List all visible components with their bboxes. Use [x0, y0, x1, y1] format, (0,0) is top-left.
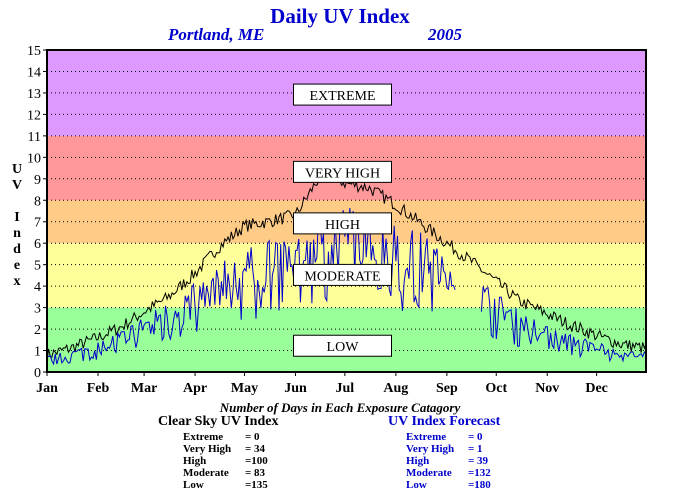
chart-year: 2005 — [428, 25, 462, 44]
y-tick-label: 8 — [34, 194, 41, 209]
y-tick-label: 0 — [34, 366, 41, 381]
clear-sky-stats-title: Clear Sky UV Index — [158, 414, 279, 429]
y-tick-label: 13 — [27, 87, 41, 102]
x-tick-label: Feb — [87, 381, 110, 396]
band-label-box — [293, 212, 392, 235]
stats-row: High = 39 — [406, 455, 489, 467]
forecast-line — [480, 286, 647, 363]
stats-row: Extreme = 0 — [406, 431, 483, 443]
y-tick-label: 15 — [27, 44, 41, 59]
chart-location: Portland, ME — [168, 25, 265, 44]
stats-row: Moderate =132 — [406, 467, 491, 479]
band-label-box — [293, 263, 392, 286]
clear-sky-stats: Clear Sky UV Index Extreme = 0 Very High =… — [158, 414, 278, 491]
plot-frame — [46, 49, 647, 373]
forecast-stats-title: UV Index Forecast — [388, 414, 501, 429]
forecast-stats: UV Index Forecast Extreme = 0 Very High = … — [388, 414, 500, 491]
band-label-box — [293, 160, 392, 183]
x-tick-label: Sep — [436, 381, 458, 396]
y-tick-label: 12 — [27, 108, 41, 123]
y-tick-label: 2 — [34, 323, 41, 338]
y-tick-label: 4 — [34, 280, 41, 295]
stats-row: Very High = 1 — [406, 443, 483, 455]
exposure-caption: Number of Days in Each Exposure Catagory — [219, 400, 461, 415]
x-tick-label: Jun — [284, 381, 307, 396]
y-tick-label: 1 — [34, 345, 41, 360]
stats-row: Moderate = 83 — [183, 467, 266, 479]
y-tick-label: 11 — [28, 130, 41, 145]
x-tick-label: Aug — [383, 381, 408, 396]
y-tick-label: 6 — [34, 237, 41, 252]
stats-row: Low =135 — [183, 479, 268, 491]
stats-row: Extreme = 0 — [183, 431, 260, 443]
y-tick-label: 14 — [27, 65, 41, 80]
x-tick-label: Jul — [336, 381, 355, 396]
x-tick-label: Apr — [183, 381, 207, 396]
stats-row: High =100 — [183, 455, 268, 467]
band-label: HIGH — [325, 218, 360, 233]
x-tick-label: May — [231, 381, 258, 396]
y-tick-label: 9 — [34, 173, 41, 188]
forecast-line — [46, 208, 456, 366]
x-tick-label: Jan — [36, 381, 58, 396]
stats-row: Very High = 34 — [183, 443, 266, 455]
stats-row: Low =180 — [406, 479, 491, 491]
y-tick-label: 3 — [34, 302, 41, 317]
x-tick-label: Dec — [585, 381, 608, 396]
y-tick-label: 5 — [34, 259, 41, 274]
y-tick-label: 7 — [34, 216, 41, 231]
x-tick-label: Nov — [535, 381, 559, 396]
band-label: MODERATE — [304, 269, 380, 284]
band-label: VERY HIGH — [305, 166, 380, 181]
band-label: LOW — [327, 340, 360, 355]
y-tick-label: 10 — [27, 151, 41, 166]
band-label: EXTREME — [309, 89, 375, 104]
x-tick-label: Mar — [131, 381, 157, 396]
band-label-box — [293, 83, 392, 106]
x-tick-label: Oct — [485, 381, 507, 396]
chart-title: Daily UV Index — [270, 4, 410, 28]
band-label-box — [293, 334, 392, 357]
